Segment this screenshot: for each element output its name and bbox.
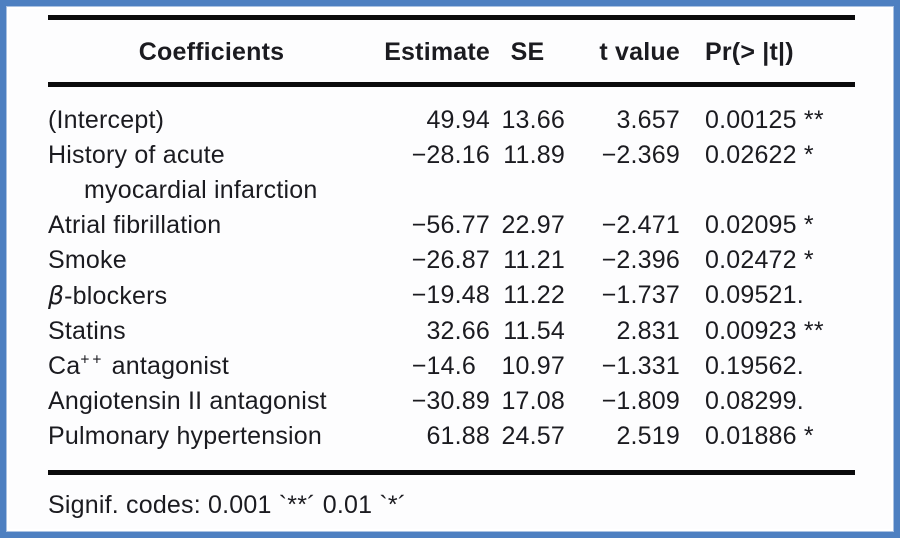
p-value-cell: 0.02622 * [680, 138, 855, 173]
table-row: Ca++ antagonist −14.6 10.97 −1.331 0.195… [48, 349, 855, 384]
p-value: 0.00125 [705, 106, 797, 134]
significance-code: * [796, 422, 814, 450]
se-cell: 11.89 [503, 141, 565, 169]
p-value: 0.02095 [705, 211, 797, 239]
coefficient-name-cell: History of acute [48, 141, 225, 169]
coefficient-name-wrap-line: myocardial infarction [84, 176, 318, 204]
significance-code: * [796, 141, 814, 169]
table-row: Angiotensin II antagonist −30.89 17.08 −… [48, 384, 855, 419]
table-row: Smoke −26.87 11.21 −2.396 0.02472 * [48, 243, 855, 278]
t-value-cell: 2.831 [616, 317, 680, 345]
header-row: Coefficients Estimate SE t value Pr(> |t… [48, 15, 855, 87]
p-value-cell: 0.19562. [680, 349, 855, 384]
p-value-cell: 0.02095 * [680, 208, 855, 243]
col-header-pr: Pr(> |t|) [680, 15, 855, 87]
table-row: Pulmonary hypertension 61.88 24.57 2.519… [48, 419, 855, 473]
col-header-coefficients: Coefficients [48, 15, 375, 87]
significance-code: ** [796, 106, 824, 134]
coefficient-name-cell: Atrial fibrillation [48, 211, 222, 239]
se-cell: 11.21 [503, 246, 565, 274]
coefficient-name-cell: Ca++ antagonist [48, 351, 229, 380]
beta-symbol: β [48, 281, 65, 310]
estimate-cell: −28.16 [411, 141, 490, 169]
table-row: Statins 32.66 11.54 2.831 0.00923 ** [48, 314, 855, 349]
t-value-cell: −1.737 [601, 281, 680, 309]
p-value-cell: 0.01886 * [680, 419, 855, 473]
se-cell: 17.08 [501, 387, 565, 415]
estimate-cell: 49.94 [426, 106, 490, 134]
coefficient-name-cell: Angiotensin II antagonist [48, 387, 327, 415]
p-value-cell: 0.08299. [680, 384, 855, 419]
significance-code: . [796, 387, 804, 415]
table-row: β-blockers −19.48 11.22 −1.737 0.09521. [48, 278, 855, 314]
p-value: 0.00923 [705, 317, 797, 345]
p-value-cell: 0.02472 * [680, 243, 855, 278]
se-cell: 11.22 [503, 281, 565, 309]
p-value-cell: 0.09521. [680, 278, 855, 314]
significance-code: ** [796, 317, 824, 345]
significance-code: . [796, 281, 804, 309]
table-row: Atrial fibrillation −56.77 22.97 −2.471 … [48, 208, 855, 243]
se-cell: 10.97 [501, 352, 565, 380]
se-cell: 11.54 [503, 317, 565, 345]
p-value: 0.01886 [705, 422, 797, 450]
col-header-t-value: t value [585, 15, 680, 87]
estimate-cell: −19.48 [411, 281, 490, 309]
p-value-cell: 0.00125 ** [680, 85, 855, 139]
p-value: 0.08299 [705, 387, 797, 415]
estimate-cell: −56.77 [411, 211, 490, 239]
col-header-estimate: Estimate [375, 15, 490, 87]
estimate-cell: 61.88 [426, 422, 490, 450]
t-value-cell: 3.657 [616, 106, 680, 134]
significance-code: . [796, 352, 804, 380]
t-value-cell: −2.369 [601, 141, 680, 169]
significance-code: * [796, 211, 814, 239]
t-value-cell: −2.471 [601, 211, 680, 239]
table-row: (Intercept) 49.94 13.66 3.657 0.00125 ** [48, 85, 855, 139]
coefficient-name-cell: Pulmonary hypertension [48, 422, 322, 450]
p-value: 0.09521 [705, 281, 797, 309]
se-cell: 24.57 [501, 422, 565, 450]
coefficient-name-cell: Smoke [48, 246, 127, 274]
t-value-cell: 2.519 [616, 422, 680, 450]
estimate-cell: −26.87 [411, 246, 490, 274]
t-value-cell: −2.396 [601, 246, 680, 274]
significance-code: * [796, 246, 814, 274]
se-cell: 13.66 [501, 106, 565, 134]
p-value-cell: 0.00923 ** [680, 314, 855, 349]
coefficient-name-cell: Statins [48, 317, 126, 345]
estimate-cell: −14.6 [411, 352, 476, 380]
t-value-cell: −1.331 [601, 352, 680, 380]
p-value: 0.02472 [705, 246, 797, 274]
p-value: 0.02622 [705, 141, 797, 169]
coefficient-name-cell: β-blockers [48, 281, 168, 310]
estimate-cell: −30.89 [411, 387, 490, 415]
t-value-cell: −1.809 [601, 387, 680, 415]
table-row-continuation: myocardial infarction [48, 173, 855, 208]
table-row: History of acute −28.16 11.89 −2.369 0.0… [48, 138, 855, 173]
coefficients-table: Coefficients Estimate SE t value Pr(> |t… [48, 15, 855, 475]
col-header-se: SE [490, 15, 585, 87]
signif-codes-note: Signif. codes: 0.001 `**´ 0.01 `*´ [48, 491, 407, 519]
se-cell: 22.97 [501, 211, 565, 239]
superscript-plus-plus: ++ [80, 351, 105, 369]
coefficient-name-cell: (Intercept) [48, 106, 165, 134]
estimate-cell: 32.66 [426, 317, 490, 345]
p-value: 0.19562 [705, 352, 797, 380]
